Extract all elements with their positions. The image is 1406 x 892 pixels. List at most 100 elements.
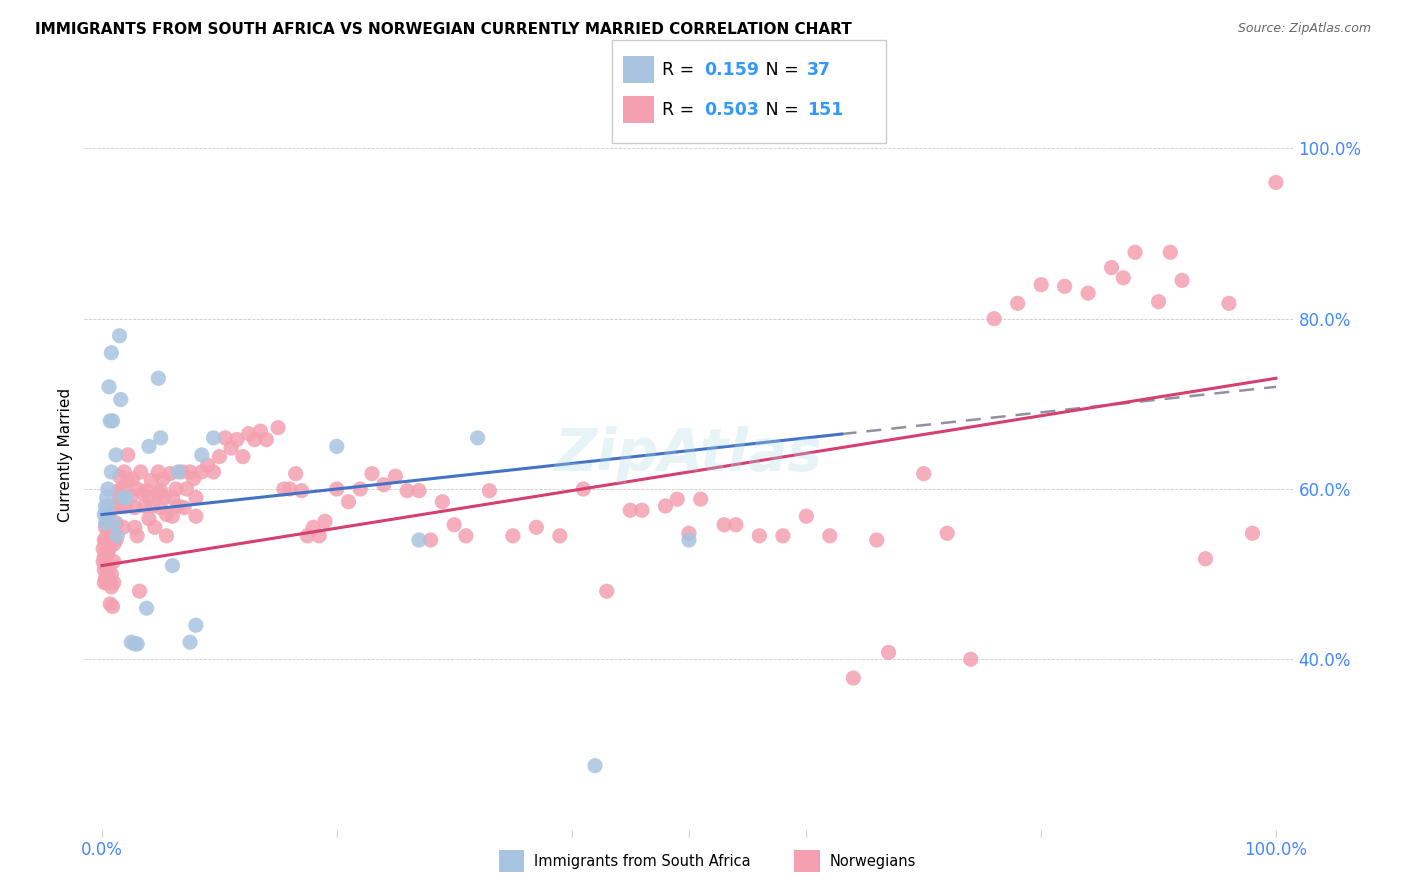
Point <box>689 492 711 507</box>
Point <box>129 465 152 479</box>
Point <box>162 509 184 524</box>
Point <box>103 575 125 590</box>
Point <box>141 499 163 513</box>
Text: N =: N = <box>749 101 804 119</box>
Point <box>98 597 121 611</box>
Point <box>98 524 121 539</box>
Point <box>502 529 524 543</box>
Point <box>1077 286 1099 301</box>
Text: 37: 37 <box>807 61 831 78</box>
Point <box>232 450 254 464</box>
Point <box>273 482 295 496</box>
Point <box>108 328 131 343</box>
Point <box>396 483 419 498</box>
Point <box>337 494 360 508</box>
Point <box>110 392 132 407</box>
Point <box>127 637 149 651</box>
Point <box>243 433 266 447</box>
Point <box>524 520 547 534</box>
Point <box>96 575 118 590</box>
Point <box>153 491 176 505</box>
Point <box>134 499 156 513</box>
Point <box>214 431 236 445</box>
Point <box>124 520 146 534</box>
Point <box>148 371 170 385</box>
Point <box>1194 551 1216 566</box>
Point <box>98 558 121 573</box>
Point <box>101 414 124 428</box>
Text: R =: R = <box>662 101 700 119</box>
Point <box>866 533 889 547</box>
Point <box>373 477 395 491</box>
Point <box>249 424 271 438</box>
Point <box>96 558 118 573</box>
Point <box>127 482 149 496</box>
Point <box>1159 245 1181 260</box>
Point <box>208 450 231 464</box>
Point <box>143 520 166 534</box>
Text: Source: ZipAtlas.com: Source: ZipAtlas.com <box>1237 22 1371 36</box>
Point <box>302 520 325 534</box>
Point <box>112 520 135 534</box>
Point <box>132 486 155 500</box>
Point <box>135 601 157 615</box>
Point <box>94 533 117 547</box>
Point <box>141 474 163 488</box>
Point <box>678 533 700 547</box>
Point <box>96 516 118 530</box>
Point <box>912 467 935 481</box>
Point <box>149 431 172 445</box>
Point <box>936 526 959 541</box>
Point <box>1123 245 1146 260</box>
Point <box>1112 270 1135 285</box>
Point <box>290 483 312 498</box>
Point <box>1171 273 1194 287</box>
Point <box>121 472 143 486</box>
Point <box>167 499 190 513</box>
Point <box>1101 260 1123 275</box>
Point <box>149 500 172 515</box>
Point <box>97 499 120 513</box>
Point <box>297 529 319 543</box>
Point <box>100 567 122 582</box>
Point <box>713 517 735 532</box>
Point <box>108 469 131 483</box>
Point <box>114 499 136 513</box>
Point <box>112 465 135 479</box>
Point <box>1007 296 1029 310</box>
Point <box>361 467 384 481</box>
Point <box>219 441 242 455</box>
Point <box>308 529 330 543</box>
Point <box>1053 279 1076 293</box>
Point <box>96 546 118 560</box>
Point <box>794 509 817 524</box>
Point <box>152 472 174 486</box>
Point <box>572 482 595 496</box>
Point <box>159 467 181 481</box>
Point <box>103 537 125 551</box>
Point <box>1147 294 1170 309</box>
Point <box>349 482 371 496</box>
Point <box>155 508 177 522</box>
Text: ZipAtlas: ZipAtlas <box>555 426 823 483</box>
Point <box>98 575 121 590</box>
Point <box>596 584 619 599</box>
Text: Immigrants from South Africa: Immigrants from South Africa <box>534 855 751 869</box>
Point <box>326 482 349 496</box>
Point <box>108 491 131 505</box>
Point <box>155 529 177 543</box>
Point <box>117 448 139 462</box>
Point <box>93 550 115 565</box>
Point <box>138 439 160 453</box>
Point <box>94 571 117 585</box>
Point <box>1241 526 1264 541</box>
Point <box>105 533 128 547</box>
Point <box>959 652 981 666</box>
Point <box>184 509 207 524</box>
Point <box>98 508 121 522</box>
Point <box>384 469 406 483</box>
Point <box>724 517 747 532</box>
Point <box>619 503 641 517</box>
Point <box>110 499 132 513</box>
Point <box>112 491 135 505</box>
